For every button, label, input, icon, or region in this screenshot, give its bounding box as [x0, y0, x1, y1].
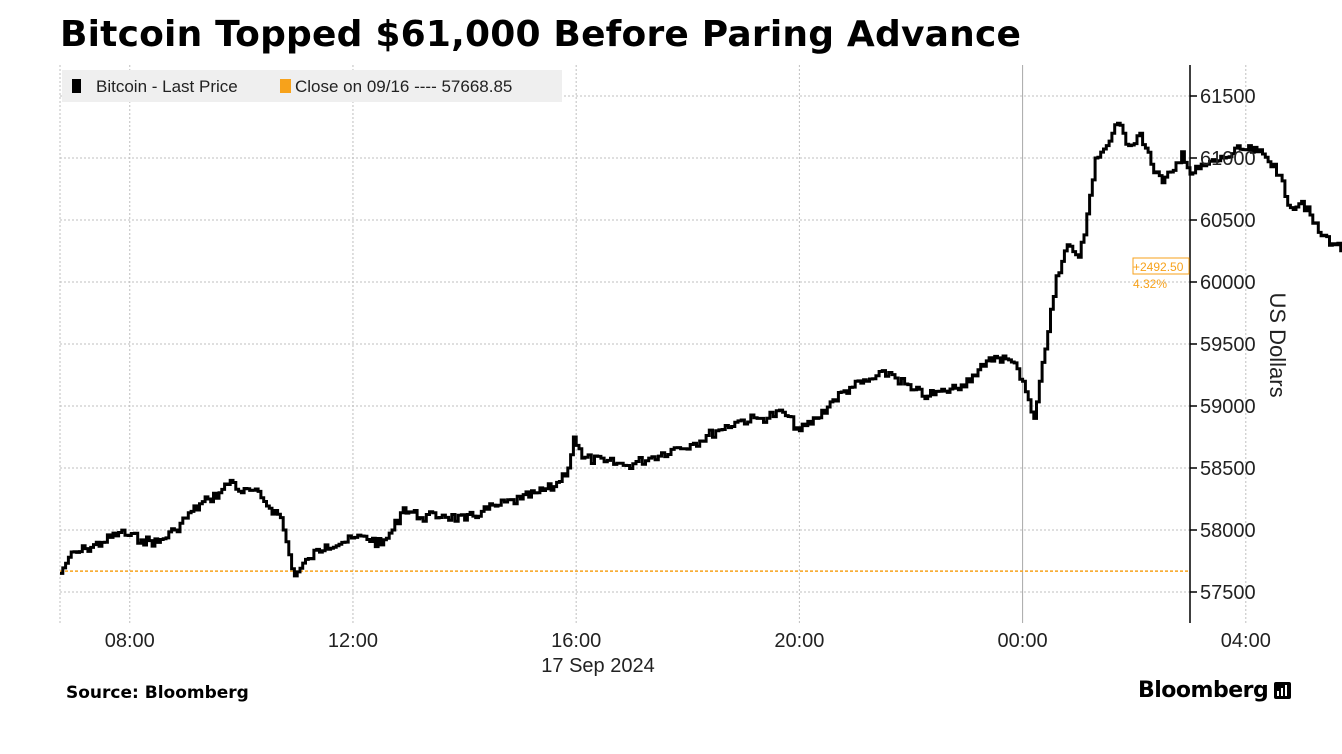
legend: Bitcoin - Last Price Close on 09/16 ----… [62, 70, 562, 102]
x-tick-label: 04:00 [1221, 630, 1271, 652]
legend-close-label: Close on 09/16 ---- 57668.85 [295, 77, 512, 96]
chart-title: Bitcoin Topped $61,000 Before Paring Adv… [60, 14, 1022, 55]
x-tick-label: 00:00 [998, 630, 1048, 652]
change-annotation: +2492.50 4.32% [1132, 257, 1190, 291]
legend-background [62, 70, 562, 102]
series-swatch [72, 79, 81, 93]
y-tick-label: 61500 [1200, 86, 1256, 108]
y-tick-label: 58000 [1200, 520, 1256, 542]
x-date-label: 17 Sep 2024 [541, 655, 654, 677]
legend-series-label: Bitcoin - Last Price [96, 77, 238, 96]
x-tick-label: 08:00 [105, 630, 155, 652]
bloomberg-terminal-icon [1274, 682, 1292, 699]
x-tick-label: 20:00 [774, 630, 824, 652]
y-axis-label: US Dollars [1265, 292, 1290, 397]
y-tick-label: 59000 [1200, 396, 1256, 418]
series-line-bitcoin [60, 121, 1342, 578]
x-tick-label: 12:00 [328, 630, 378, 652]
y-tick-label: 57500 [1200, 582, 1256, 604]
y-tick-label: 61000 [1200, 148, 1256, 170]
y-tick-label: 60000 [1200, 272, 1256, 294]
source-note: Source: Bloomberg [66, 683, 249, 703]
close-swatch [280, 79, 291, 93]
y-tick-label: 59500 [1200, 334, 1256, 356]
grid-lines [59, 65, 1247, 623]
x-tick-label: 16:00 [551, 630, 601, 652]
y-axis: 57500 58000 58500 59000 59500 60000 60500 61000… [1189, 65, 1256, 623]
brand-logo: Bloomberg [1138, 678, 1292, 703]
brand-text: Bloomberg [1138, 678, 1269, 703]
annotation-change: +2492.50 [1133, 260, 1184, 274]
y-tick-label: 60500 [1200, 210, 1256, 232]
annotation-box [1132, 257, 1190, 275]
annotation-percent: 4.32% [1133, 277, 1167, 291]
x-axis: 08:00 12:00 16:00 20:00 00:00 04:00 [105, 630, 1271, 652]
y-tick-label: 58500 [1200, 458, 1256, 480]
